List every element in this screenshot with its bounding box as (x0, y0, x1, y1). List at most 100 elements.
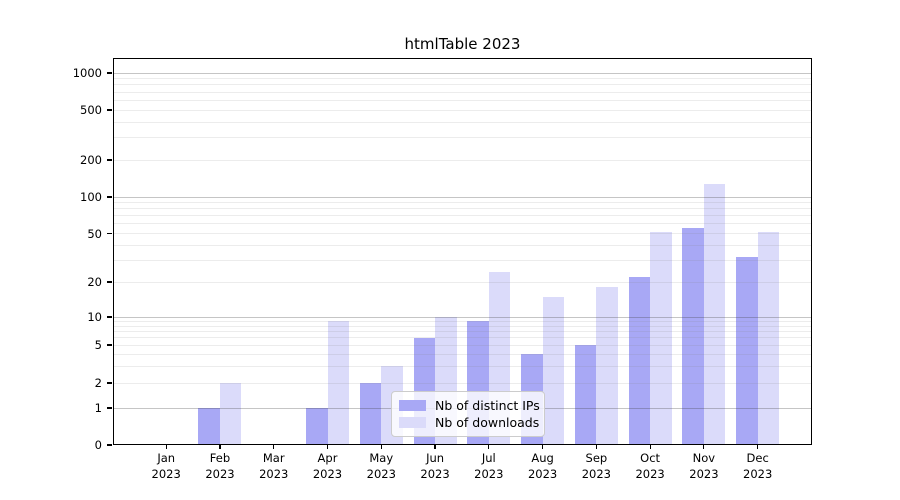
x-tick-label: May 2023 (350, 451, 412, 482)
bar-distinct-ips-feb (198, 408, 220, 445)
y-tick-label: 10 (87, 310, 102, 324)
y-tick (107, 232, 112, 235)
x-tick-month: Jun (426, 451, 445, 465)
x-tick-label: Apr 2023 (297, 451, 359, 482)
bar-distinct-ips-dec (736, 257, 758, 445)
y-tick-label: 200 (80, 153, 102, 167)
x-tick (273, 445, 275, 449)
y-gridline-minor (114, 223, 811, 225)
y-gridline-minor (114, 215, 811, 217)
x-tick-year: 2023 (205, 466, 235, 481)
y-gridline-major (114, 72, 811, 74)
y-gridline-minor (114, 330, 811, 332)
x-tick-month: Nov (692, 451, 716, 465)
x-tick (326, 445, 329, 449)
y-tick (107, 196, 112, 198)
y-tick-label: 2 (94, 376, 102, 390)
legend-label-distinct-ips: Nb of distinct IPs (435, 398, 540, 413)
y-gridline-minor (114, 337, 811, 339)
y-gridline-minor (114, 121, 811, 123)
y-gridline-minor (114, 353, 811, 355)
legend-item-downloads: Nb of downloads (399, 414, 540, 431)
y-gridline-minor (114, 365, 811, 367)
y-tick (107, 281, 112, 283)
x-tick-year: 2023 (689, 466, 719, 481)
x-tick-month: Feb (209, 451, 231, 465)
legend-swatch-distinct-ips (399, 400, 426, 411)
x-tick-year: 2023 (635, 466, 665, 481)
x-tick-label: Jul 2023 (458, 451, 520, 482)
x-tick (703, 445, 705, 449)
x-tick-label: Feb 2023 (189, 451, 251, 482)
y-tick-label: 500 (80, 103, 102, 117)
y-tick (107, 407, 112, 409)
chart-title: htmlTable 2023 (404, 35, 521, 53)
x-tick-label: Jun 2023 (404, 451, 466, 482)
legend-label-downloads: Nb of downloads (435, 415, 540, 430)
y-tick-label: 20 (87, 275, 102, 289)
y-tick (107, 382, 112, 384)
y-tick (107, 109, 112, 111)
bar-downloads-nov (703, 184, 726, 445)
x-tick-month: May (369, 451, 394, 465)
y-tick-label: 5 (94, 338, 102, 352)
bar-distinct-ips-oct (628, 276, 651, 445)
y-gridline-minor (114, 78, 811, 80)
x-tick (380, 445, 382, 449)
x-tick-year: 2023 (581, 466, 611, 481)
x-tick (434, 445, 436, 449)
x-tick-label: Dec 2023 (727, 451, 789, 482)
y-gridline-major (114, 316, 811, 318)
x-tick-year: 2023 (420, 466, 450, 481)
x-tick-label: Oct 2023 (619, 451, 681, 482)
y-gridline-minor (114, 137, 811, 139)
x-tick (595, 445, 597, 449)
x-tick (219, 445, 221, 449)
x-tick-year: 2023 (474, 466, 504, 481)
bar-downloads-feb (219, 383, 242, 445)
y-tick-label: 1 (94, 401, 102, 415)
bar-downloads-sep (596, 287, 618, 445)
y-tick-label: 50 (87, 226, 102, 241)
legend: Nb of distinct IPs Nb of downloads (391, 391, 545, 437)
y-gridline-minor (114, 208, 811, 210)
x-tick-label: Jan 2023 (135, 451, 197, 482)
x-tick-month: Mar (262, 451, 285, 465)
x-tick (165, 445, 167, 449)
y-gridline-minor (114, 382, 811, 384)
y-gridline-minor (114, 244, 811, 246)
bar-downloads-dec (757, 232, 780, 445)
y-gridline-minor (114, 99, 811, 101)
x-tick-year: 2023 (366, 466, 396, 481)
x-tick (488, 445, 490, 449)
y-tick (107, 72, 112, 74)
y-tick-label: 0 (94, 438, 102, 452)
y-tick (107, 316, 112, 318)
y-gridline-minor (114, 260, 811, 262)
bar-distinct-ips-apr (306, 408, 328, 445)
x-tick-label: Sep 2023 (565, 451, 627, 482)
y-gridline-minor (114, 109, 811, 111)
y-gridline-minor (114, 325, 811, 327)
bar-downloads-apr (327, 321, 349, 445)
x-tick-month: Sep (585, 451, 608, 465)
x-tick-month: Jul (481, 451, 496, 465)
bar-downloads-oct (650, 232, 672, 445)
y-gridline-minor (114, 91, 811, 93)
y-gridline-major (114, 196, 811, 198)
y-tick-label: 100 (80, 190, 102, 204)
y-tick-label: 1000 (72, 66, 102, 80)
x-tick (757, 445, 759, 449)
y-gridline-minor (114, 159, 811, 161)
x-tick-month: Apr (317, 451, 338, 465)
y-tick (107, 444, 112, 446)
y-gridline-minor (114, 344, 811, 346)
y-tick (107, 344, 112, 346)
y-gridline-minor (114, 320, 811, 322)
y-tick (107, 159, 112, 161)
y-gridline-minor (114, 202, 811, 204)
x-tick-label: Aug 2023 (512, 451, 574, 482)
x-tick-month: Aug (531, 451, 554, 465)
x-tick-label: Mar 2023 (243, 451, 305, 482)
